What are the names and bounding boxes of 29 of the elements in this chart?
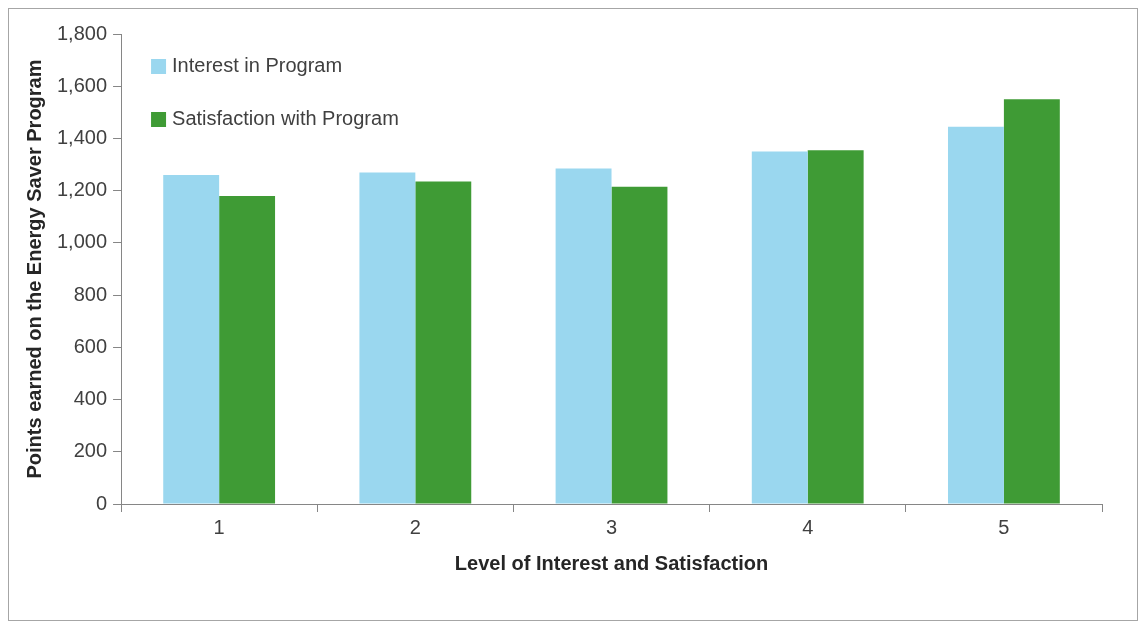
bar [807,150,864,504]
bar [163,175,220,504]
x-tick-label: 3 [605,515,618,538]
x-tick-label: 4 [802,515,814,538]
y-tick-label: 200 [73,439,108,462]
y-tick-label: 400 [73,387,108,410]
bar [415,181,472,504]
legend-label: Satisfaction with Program [172,106,399,129]
x-axis-title: Level of Interest and Satisfaction [454,551,769,574]
bar [947,126,1004,504]
bar [359,172,416,504]
bar [611,186,668,504]
bar [751,151,808,504]
x-tick-label: 5 [998,515,1010,538]
y-tick-label: 1,400 [56,125,108,148]
bar [1003,99,1060,504]
y-tick-label: 600 [73,334,108,357]
bar [555,168,612,504]
y-tick-label: 1,200 [56,178,108,201]
legend-label: Interest in Program [172,53,343,76]
y-tick-label: 0 [95,491,108,514]
x-tick-label: 1 [213,515,225,538]
bar [219,195,276,504]
y-tick-label: 1,000 [56,230,108,253]
y-tick-label: 1,800 [56,21,108,44]
y-axis-title: Points earned on the Energy Saver Program [22,59,45,479]
x-tick-label: 2 [409,515,421,538]
y-tick-label: 1,600 [56,73,108,96]
y-tick-label: 800 [73,282,108,305]
